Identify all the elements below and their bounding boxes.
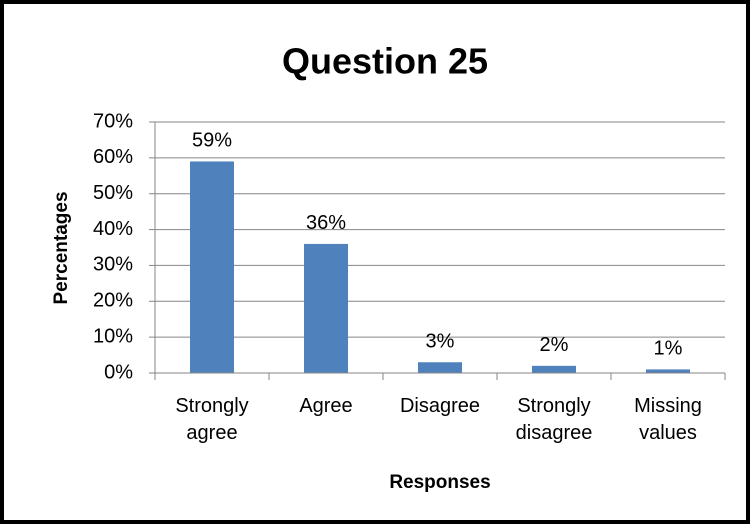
x-tick-label: Agree xyxy=(299,395,353,417)
y-tick-label: 20% xyxy=(93,290,133,312)
x-tick-label: Strongly disagree xyxy=(515,395,593,444)
bar xyxy=(646,369,690,373)
chart-title: Question 25 xyxy=(282,41,488,82)
bar xyxy=(190,161,234,373)
bar xyxy=(418,362,462,373)
data-label: 59% xyxy=(192,130,232,152)
x-tick-label: Strongly agree xyxy=(175,395,249,444)
y-tick-label: 60% xyxy=(93,146,133,168)
y-tick-label: 0% xyxy=(104,361,133,383)
y-axis-title: Percentages xyxy=(51,191,72,304)
bar xyxy=(532,365,576,373)
x-axis-title: Responses xyxy=(389,472,490,493)
y-tick-label: 50% xyxy=(93,182,133,204)
x-tick-label: Disagree xyxy=(399,395,481,417)
bar xyxy=(304,243,348,373)
y-tick-label: 40% xyxy=(93,218,133,240)
y-tick-label: 70% xyxy=(93,110,133,132)
x-tick-label: Missing values xyxy=(634,395,702,444)
data-label: 36% xyxy=(306,212,346,234)
y-tick-label: 10% xyxy=(93,325,133,347)
data-label: 1% xyxy=(654,338,683,360)
y-tick-label: 30% xyxy=(93,254,133,276)
data-label: 2% xyxy=(540,334,569,356)
data-label: 3% xyxy=(426,331,455,353)
